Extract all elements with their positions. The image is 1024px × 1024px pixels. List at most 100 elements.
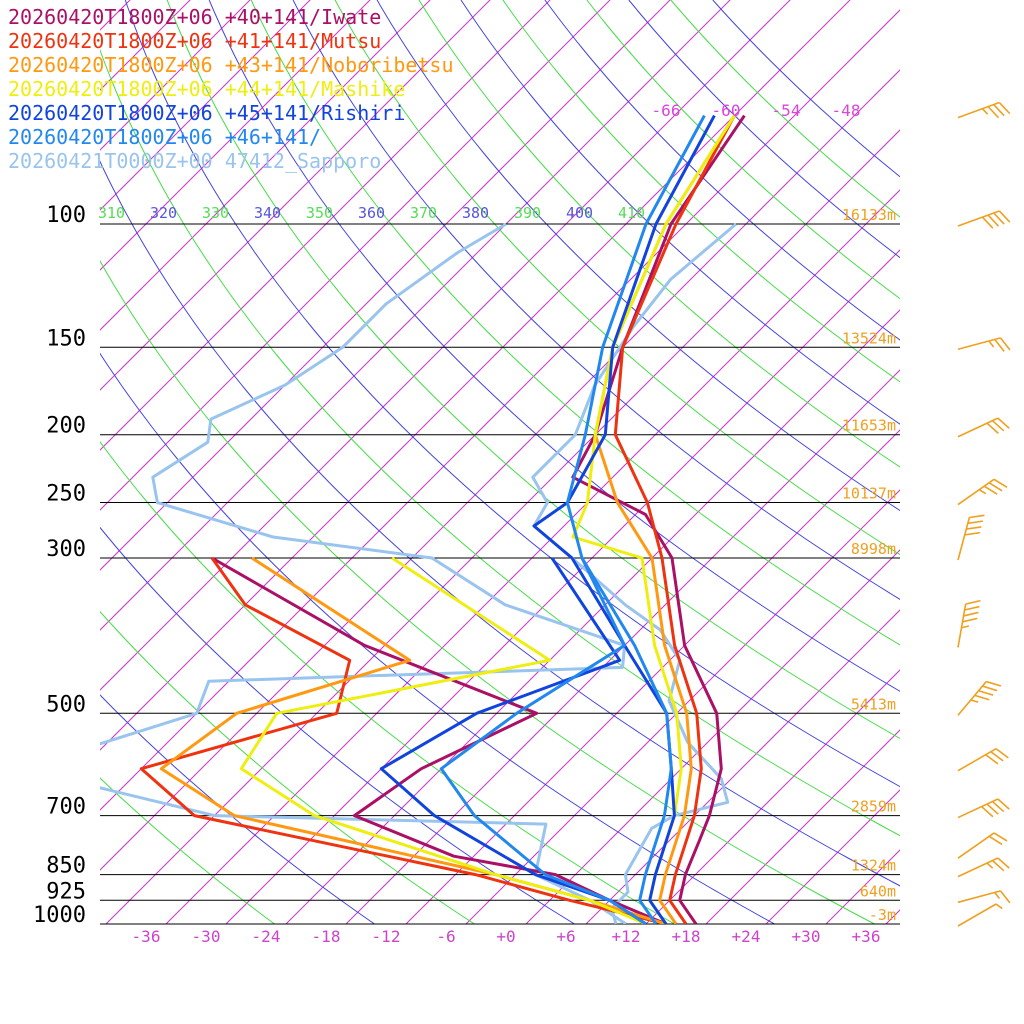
wind-barb [957,680,1002,716]
theta-label: 320 [150,204,177,222]
wind-barb-flag [994,338,1005,352]
dry-adiabat-line [376,0,900,512]
pressure-label: 700 [46,795,86,820]
wind-barb-flag [991,800,1005,813]
wind-barb [957,798,1010,819]
height-label: 1324m [851,857,896,875]
temperature-tick-label: -30 [192,927,221,946]
isotherm-line [525,549,900,924]
dewpoint-line [239,556,647,924]
wind-barb-flag [991,859,1005,872]
temperature-line [565,114,706,924]
theta-label: 350 [306,204,333,222]
wind-barb-flag [997,857,1010,869]
wind-barb-flag [993,104,1005,117]
wind-barb-staff [957,903,997,927]
wind-barb-half [986,862,994,869]
temperature-tick-label: +30 [792,927,821,946]
theta-label: 410 [618,204,645,222]
dry-adiabat-line [418,0,900,468]
dry-adiabat-line [586,0,900,300]
pressure-label: 100 [46,203,86,228]
height-label: 16133m [842,206,896,224]
pressure-label: 925 [46,879,86,904]
legend-entry: 20260420T1800Z+06 +43+141/Noboribetsu [8,53,454,77]
temperature-tick-label: +24 [732,927,761,946]
pressure-label: 500 [46,692,86,717]
wind-barb-staff [957,890,1001,904]
wind-barb [957,903,1003,927]
legend-entry: 20260421T0000Z+00 47412_Sapporo [8,149,381,173]
wind-barb-flag [981,805,994,818]
temperature-tick-label: +18 [672,927,701,946]
wind-barb-staff [957,798,999,819]
isotherm-line [645,669,900,924]
temperature-line [613,114,736,924]
wind-barb [957,417,1010,438]
theta-label: 370 [410,204,437,222]
wind-barb-flag [999,890,1011,904]
temperature-line [531,222,737,924]
height-label: 5413m [851,695,896,713]
isotherm-line [825,849,900,924]
wind-barb-staff [957,517,971,561]
wind-barb-flag [998,210,1011,223]
theta-label: 390 [514,204,541,222]
wind-barb-flag [991,420,1005,432]
temperature-tick-label: -24 [252,927,281,946]
wind-barb-flag [963,611,979,617]
theta-label: 360 [358,204,385,222]
dry-adiabat-line [100,694,375,924]
wind-barb [957,599,981,648]
isotherm-line [100,0,431,331]
wind-barb-half [981,108,989,115]
height-label: 13524m [842,329,896,347]
wind-barb-flag [983,485,998,495]
wind-barb [957,748,1009,772]
wind-barb [957,857,1010,878]
wind-barb-staff [957,417,999,438]
dewpoint-line [100,222,627,924]
temperature-tick-label: +0 [496,927,515,946]
wind-barb-half [994,891,1001,899]
height-label: 640m [860,882,896,900]
isotherm-top-label: -60 [712,101,741,120]
wind-barb-flag [987,106,1000,119]
wind-barb-flag [967,520,984,525]
isotherm-top-label: -48 [832,101,861,120]
wind-barb [957,337,1011,352]
temperature-tick-label: +12 [612,927,641,946]
dewpoint-line [211,556,667,924]
dry-adiabat-line [208,0,900,692]
isotherm-top-label: -66 [652,101,681,120]
wind-barb-flag [997,798,1010,810]
dewpoint-line [439,557,647,924]
pressure-label: 250 [46,482,86,507]
wind-barb-flag [969,514,985,519]
dry-adiabat-line [670,0,900,218]
dry-adiabat-line [100,48,900,837]
temperature-line [532,114,716,924]
legend-entry: 20260420T1800Z+06 +40+141/Iwate [8,5,381,29]
isotherm-line [585,609,900,924]
wind-barb-flag [987,214,1000,227]
height-label: 11653m [842,417,896,435]
wind-barb-staff [957,832,995,859]
theta-label: 400 [566,204,593,222]
theta-label: 330 [202,204,229,222]
height-label: 10137m [842,485,896,503]
wind-barb-flag [988,482,1003,492]
isotherm-top-label: -54 [772,101,801,120]
dry-adiabat-line [124,0,900,788]
wind-barb-flag [993,832,1008,842]
temperature-tick-label: -12 [372,927,401,946]
legend-entry: 20260420T1800Z+06 +46+141/ [8,125,321,149]
wind-barb-flag [964,531,980,536]
temperature-line [571,114,746,924]
pressure-label: 1000 [33,903,86,928]
dry-adiabat-line [292,0,900,600]
wind-barb-half [995,903,1003,910]
dry-adiabat-line [100,259,875,924]
